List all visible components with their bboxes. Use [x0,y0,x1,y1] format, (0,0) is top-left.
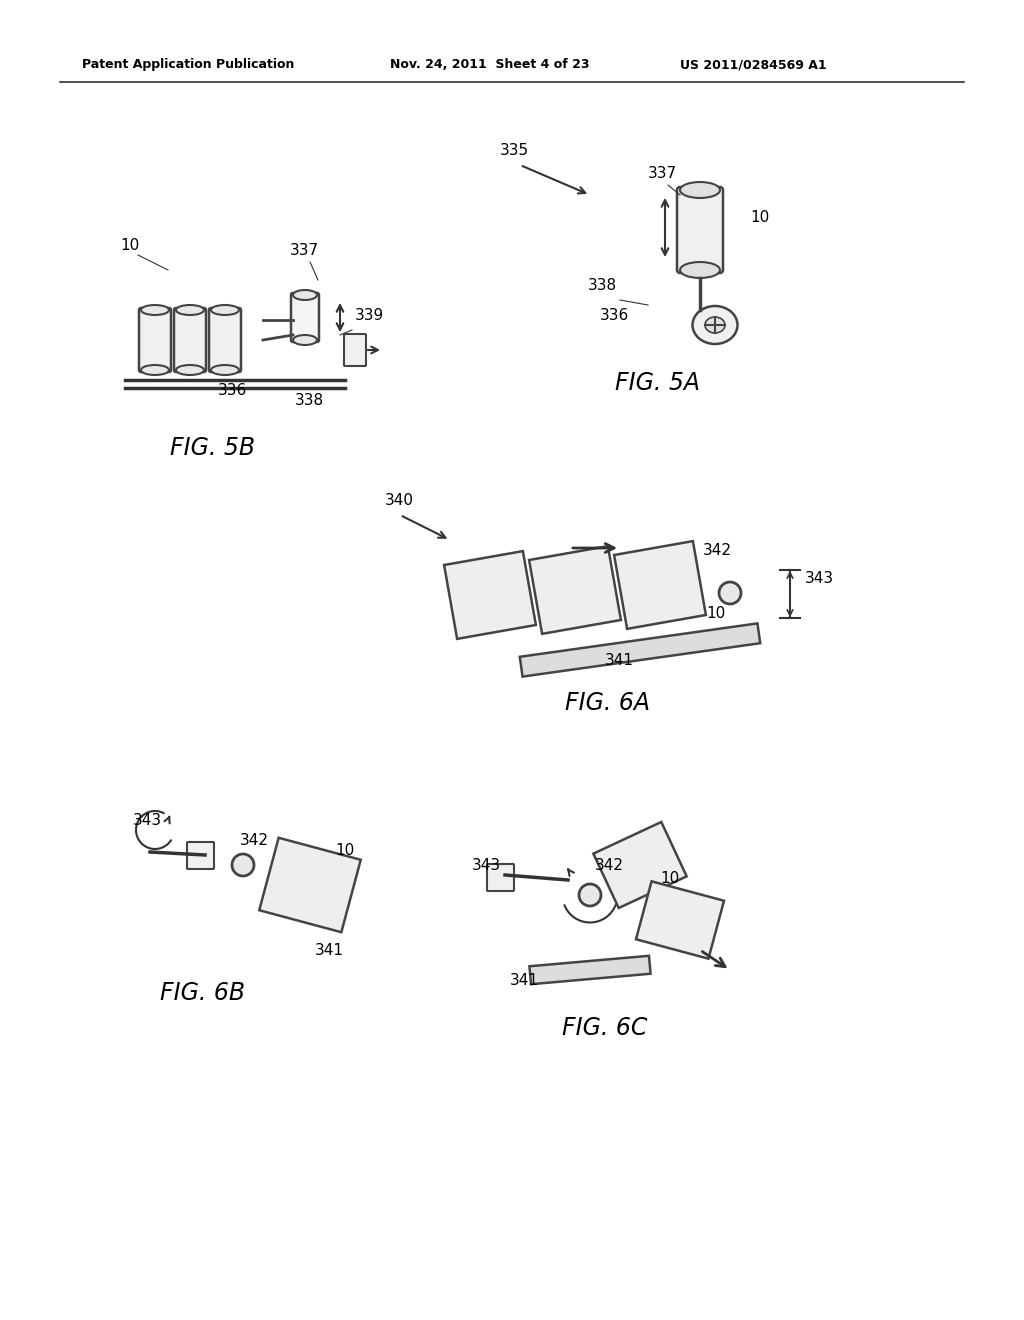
Ellipse shape [232,854,254,876]
Polygon shape [520,623,760,677]
Text: 10: 10 [750,210,769,224]
Text: 340: 340 [385,492,414,508]
Text: 336: 336 [600,308,630,323]
FancyBboxPatch shape [291,293,319,342]
Ellipse shape [141,366,169,375]
Ellipse shape [705,317,725,333]
Ellipse shape [141,305,169,315]
Polygon shape [529,956,650,985]
Text: 338: 338 [295,393,325,408]
FancyBboxPatch shape [174,308,206,372]
Text: 337: 337 [648,166,677,181]
Ellipse shape [680,261,720,279]
FancyBboxPatch shape [187,842,214,869]
Text: Patent Application Publication: Patent Application Publication [82,58,294,71]
Ellipse shape [680,182,720,198]
Text: 343: 343 [805,572,835,586]
Ellipse shape [293,290,317,300]
Ellipse shape [176,305,204,315]
Text: FIG. 5B: FIG. 5B [170,436,255,459]
Text: 10: 10 [660,871,679,886]
Ellipse shape [176,366,204,375]
Text: 343: 343 [472,858,501,873]
Polygon shape [636,882,724,958]
FancyBboxPatch shape [677,187,723,273]
Ellipse shape [579,884,601,906]
Polygon shape [444,552,536,639]
Polygon shape [614,541,706,628]
FancyBboxPatch shape [209,308,241,372]
FancyBboxPatch shape [487,865,514,891]
Ellipse shape [692,306,737,345]
Text: FIG. 6B: FIG. 6B [160,981,245,1005]
Text: 341: 341 [510,973,539,987]
FancyBboxPatch shape [344,334,366,366]
Ellipse shape [719,582,741,605]
Text: 342: 342 [703,543,732,558]
Text: FIG. 6C: FIG. 6C [562,1016,647,1040]
Text: 342: 342 [240,833,269,847]
Text: 10: 10 [335,843,354,858]
Polygon shape [259,838,360,932]
Ellipse shape [211,366,239,375]
Polygon shape [529,546,621,634]
Text: 337: 337 [290,243,319,257]
Text: 339: 339 [355,308,384,323]
Polygon shape [593,822,687,908]
Ellipse shape [293,335,317,345]
Text: 10: 10 [120,238,139,253]
Text: 335: 335 [500,143,529,158]
Text: Nov. 24, 2011  Sheet 4 of 23: Nov. 24, 2011 Sheet 4 of 23 [390,58,590,71]
Text: 341: 341 [605,653,634,668]
FancyBboxPatch shape [139,308,171,372]
Ellipse shape [211,305,239,315]
Text: US 2011/0284569 A1: US 2011/0284569 A1 [680,58,826,71]
Text: 341: 341 [315,942,344,958]
Text: FIG. 6A: FIG. 6A [565,690,650,715]
Text: 343: 343 [133,813,162,828]
Text: 336: 336 [218,383,247,399]
Text: 342: 342 [595,858,624,873]
Text: FIG. 5A: FIG. 5A [615,371,700,395]
Text: 10: 10 [706,606,725,620]
Text: 338: 338 [588,279,617,293]
